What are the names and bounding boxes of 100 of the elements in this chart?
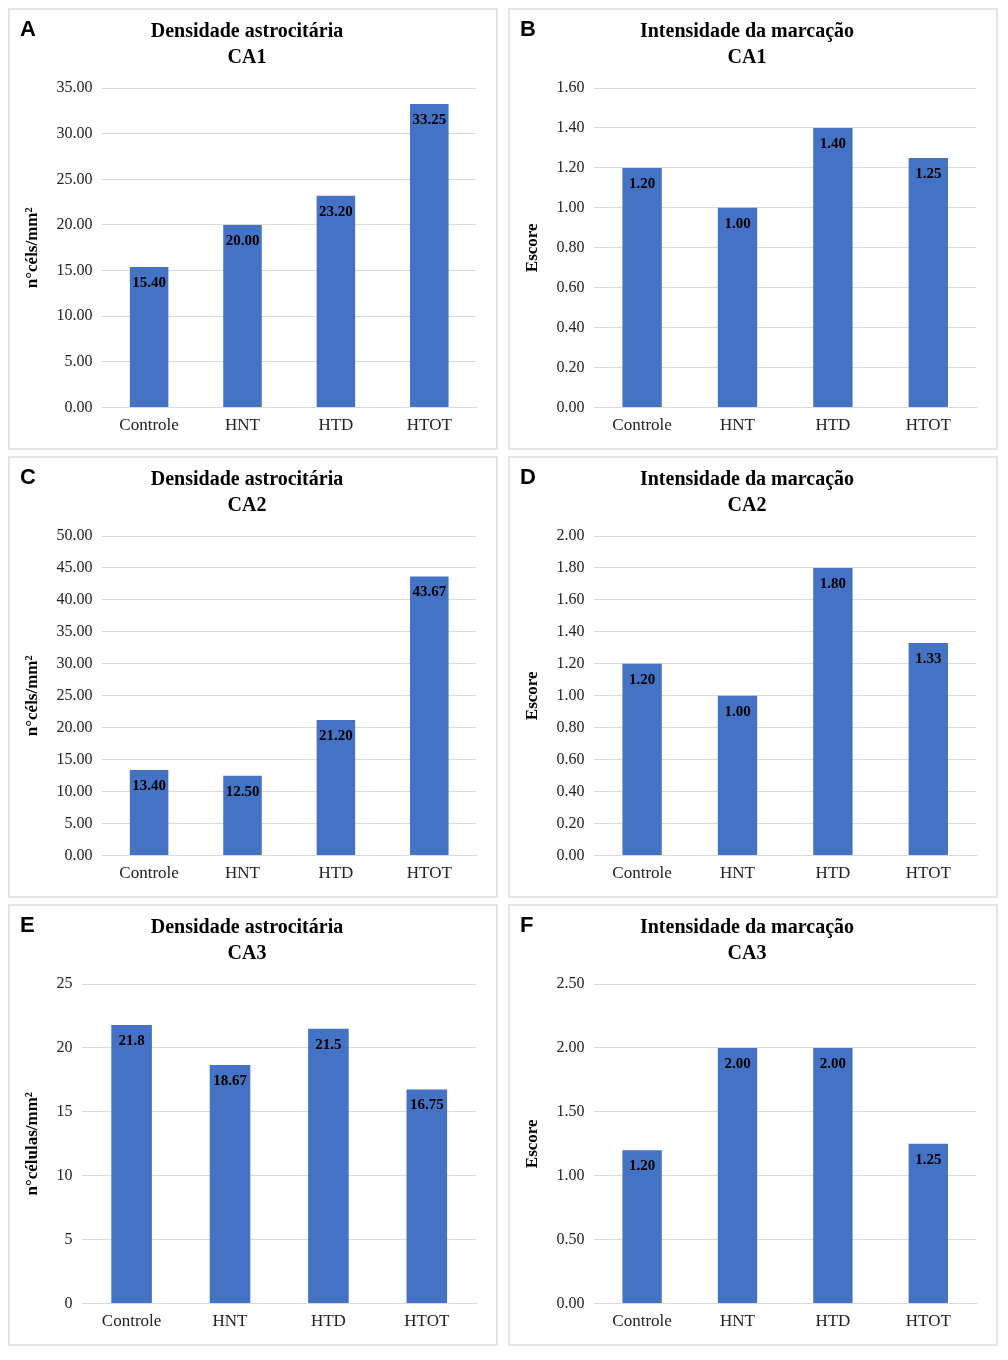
data-label: 23.20 — [319, 202, 353, 219]
text: E — [20, 912, 35, 938]
x-tick-label: HTD — [318, 415, 354, 435]
bar — [129, 769, 169, 856]
y-tick-label: 10.00 — [56, 781, 93, 799]
bar — [717, 695, 758, 856]
y-axis-title: n°células/mm² — [21, 1092, 41, 1196]
x-tick-label: HTOT — [406, 863, 453, 883]
y-tick-label: 0.40 — [556, 781, 585, 799]
y-tick-label: 50.00 — [56, 526, 93, 544]
bar — [316, 720, 356, 856]
y-tick-label: 0.80 — [556, 717, 585, 735]
x-tick-label: HTD — [318, 863, 354, 883]
bar — [622, 663, 662, 856]
y-tick-label: 30.00 — [56, 654, 93, 672]
data-label: 18.67 — [213, 1071, 248, 1088]
y-tick-label: 20.00 — [56, 717, 93, 735]
x-tick-label: HNT — [212, 1311, 249, 1331]
data-label: 1.00 — [724, 214, 751, 231]
y-tick-label: 30.00 — [56, 123, 93, 141]
y-tick-label: 1.60 — [556, 590, 585, 608]
x-tick-label: Controle — [101, 1311, 162, 1331]
y-tick-label: 0.50 — [556, 1229, 585, 1247]
y-tick-label: 20.00 — [56, 215, 93, 233]
y-tick-label: 45.00 — [56, 558, 93, 576]
y-tick-label: 15.00 — [56, 749, 93, 767]
bar — [908, 157, 948, 408]
data-label: 15.40 — [132, 273, 166, 290]
bar — [410, 103, 449, 408]
data-label: 1.40 — [819, 134, 847, 151]
y-tick-label: 2.00 — [556, 526, 585, 544]
bar — [622, 1150, 662, 1304]
bar — [308, 1028, 349, 1304]
y-tick-label: 40.00 — [56, 590, 93, 608]
x-tick-label: Controle — [612, 863, 672, 883]
y-tick-label: 1.00 — [556, 198, 585, 216]
data-label: 33.25 — [412, 110, 447, 127]
x-tick-label: HTOT — [404, 1311, 450, 1331]
data-label: 1.33 — [915, 649, 942, 666]
data-label: 12.50 — [225, 782, 260, 799]
bar — [410, 576, 449, 856]
y-tick-label: 0.00 — [64, 845, 93, 863]
y-tick-label: 25.00 — [56, 169, 93, 187]
bar — [908, 1143, 948, 1304]
data-label: 1.20 — [628, 174, 656, 191]
y-tick-label: 35.00 — [56, 78, 93, 96]
y-tick-label: 0 — [64, 1293, 73, 1311]
y-axis-title: Escore — [521, 1118, 541, 1169]
bar — [717, 207, 758, 408]
x-tick-label: Controle — [119, 863, 179, 883]
data-label: 2.00 — [724, 1054, 751, 1071]
y-tick-label: 0.60 — [556, 749, 585, 767]
data-label: 43.67 — [412, 583, 447, 600]
x-tick-label: HTOT — [905, 863, 952, 883]
x-tick-label: HTOT — [905, 415, 952, 435]
x-tick-label: HTD — [815, 1311, 851, 1331]
chart-title: Intensidade da marcação — [639, 467, 855, 491]
x-tick-label: HNT — [225, 415, 261, 435]
text: B — [520, 16, 536, 42]
y-tick-label: 1.60 — [556, 78, 585, 96]
bar — [813, 127, 853, 408]
y-tick-label: 2.50 — [556, 974, 585, 992]
x-tick-label: Controle — [612, 1311, 672, 1331]
y-tick-label: 0.40 — [556, 317, 585, 335]
bar — [813, 1047, 853, 1304]
bar — [406, 1089, 448, 1304]
chart-title: Densidade astrocitária — [150, 19, 344, 42]
y-axis-title: Escore — [521, 670, 541, 721]
chart-title: Intensidade da marcação — [639, 915, 855, 939]
y-tick-label: 0.20 — [556, 813, 585, 831]
bar — [717, 1047, 758, 1304]
bar — [316, 195, 356, 408]
chart-subtitle: CA2 — [727, 493, 767, 516]
y-tick-label: 10.00 — [56, 306, 93, 324]
y-tick-label: 0.00 — [556, 397, 585, 415]
x-tick-label: Controle — [119, 415, 179, 435]
data-label: 13.40 — [132, 776, 166, 793]
y-tick-label: 5.00 — [64, 352, 93, 370]
bar — [813, 567, 853, 856]
y-tick-label: 20 — [56, 1038, 73, 1056]
data-label: 21.5 — [315, 1035, 342, 1052]
bar — [908, 643, 948, 856]
data-label: 1.25 — [915, 1150, 942, 1167]
chart-subtitle: CA1 — [727, 45, 767, 68]
text: F — [520, 912, 534, 938]
y-tick-label: 1.80 — [556, 558, 585, 576]
chart-subtitle: CA3 — [227, 941, 267, 964]
y-tick-label: 1.40 — [556, 118, 585, 136]
y-axis-title: n°céls/mm² — [21, 655, 41, 737]
x-tick-label: HNT — [720, 415, 756, 435]
y-tick-label: 35.00 — [56, 622, 93, 640]
data-label: 21.20 — [319, 726, 353, 743]
x-tick-label: HTD — [815, 863, 851, 883]
y-tick-label: 15 — [56, 1102, 73, 1120]
data-label: 1.20 — [628, 670, 656, 687]
y-tick-label: 25.00 — [56, 686, 93, 703]
y-axis-title: n°céls/mm² — [21, 207, 41, 289]
data-label: 1.80 — [819, 574, 847, 591]
y-tick-label: 15.00 — [56, 260, 93, 278]
data-label: 2.00 — [819, 1054, 847, 1071]
